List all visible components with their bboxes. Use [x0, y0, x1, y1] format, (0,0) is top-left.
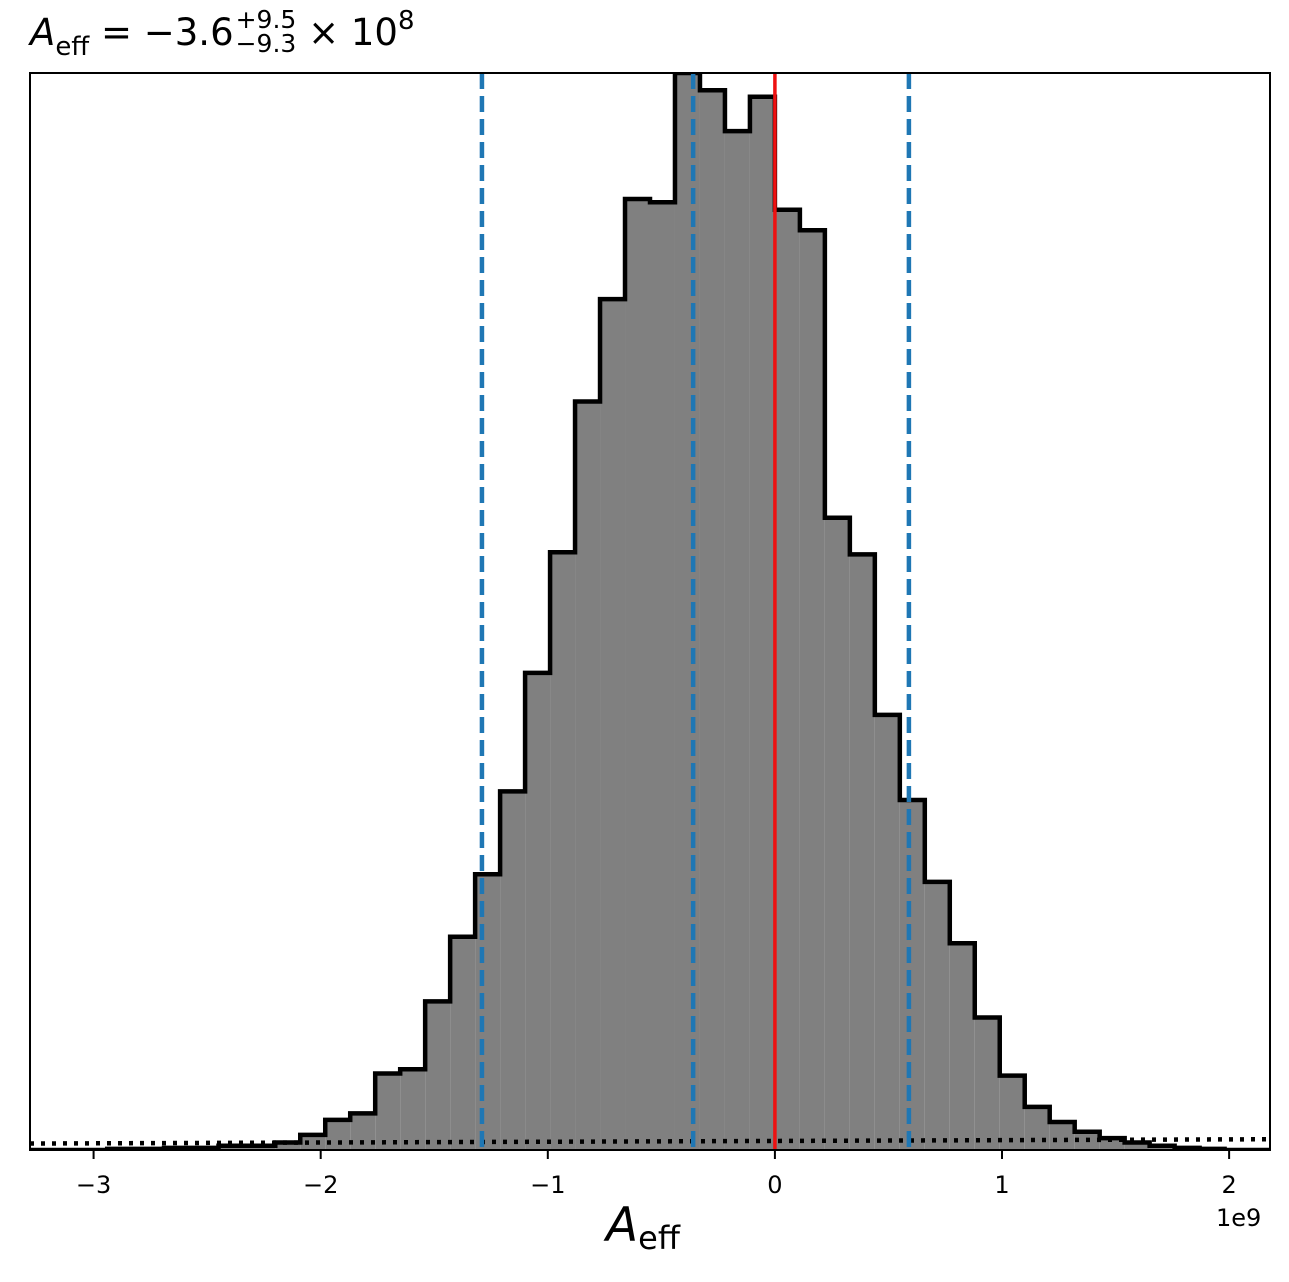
histogram-bar: [525, 672, 551, 1150]
x-axis-label: Aeff: [606, 1198, 680, 1257]
histogram-bar: [949, 943, 975, 1150]
histogram-bar: [375, 1073, 401, 1150]
histogram-bar: [824, 517, 850, 1150]
histogram-bar: [1124, 1142, 1150, 1150]
histogram-bar: [600, 299, 626, 1150]
title-power: 8: [397, 6, 415, 36]
title-times: × 10: [308, 11, 398, 54]
histogram-bar: [1099, 1138, 1125, 1150]
histogram-bar: [999, 1075, 1025, 1150]
histogram-bar: [500, 791, 526, 1150]
histogram-bar: [674, 73, 700, 1150]
histogram-bar: [849, 554, 875, 1150]
histogram-bar: [749, 96, 775, 1150]
histogram-bar: [874, 714, 900, 1150]
histogram-bar: [699, 90, 725, 1150]
histogram-bar: [400, 1069, 426, 1150]
plot-area: [30, 73, 1270, 1150]
histogram-bar: [924, 881, 950, 1150]
x-tick-label: −2: [303, 1171, 338, 1199]
histogram-outline: [30, 73, 1270, 1150]
x-tick-label: −3: [76, 1171, 111, 1199]
histogram-bar: [575, 401, 601, 1150]
x-tick-label: 0: [767, 1171, 782, 1199]
chart-title: Aeff = −3.6 +9.5 −9.3 × 108: [30, 6, 415, 64]
histogram-bar: [724, 131, 750, 1150]
x-tick-label: 1: [994, 1171, 1009, 1199]
histogram-bar: [275, 1142, 301, 1150]
x-tick-label: 2: [1221, 1171, 1236, 1199]
histogram-bar: [1049, 1121, 1075, 1150]
title-equals: = −3.6: [101, 11, 234, 54]
axes-frame: [29, 72, 1271, 1151]
histogram-bar: [799, 230, 825, 1150]
histogram-bar: [899, 799, 925, 1150]
x-axis-offset-label: 1e9: [1216, 1204, 1262, 1232]
histogram-bar: [300, 1134, 326, 1150]
title-lower-error: −9.3: [235, 28, 297, 58]
x-label-subscript: eff: [638, 1219, 680, 1257]
histogram-bar: [550, 552, 576, 1150]
histogram-bar: [425, 1001, 451, 1150]
histogram-bar: [1024, 1106, 1050, 1150]
x-tick-label: −1: [530, 1171, 565, 1199]
title-symbol: A: [30, 11, 56, 54]
histogram-bar: [774, 209, 800, 1150]
histogram-bar: [475, 874, 501, 1150]
histogram-bar: [325, 1119, 351, 1150]
histogram-bar: [650, 202, 675, 1150]
x-label-symbol: A: [606, 1198, 639, 1253]
title-subscript: eff: [55, 32, 90, 62]
histogram-bar: [450, 936, 476, 1150]
histogram-bar: [625, 199, 650, 1150]
title-errors: +9.5 −9.3: [235, 4, 297, 58]
histogram-bar: [974, 1017, 1000, 1150]
title-upper-error: +9.5: [235, 4, 297, 34]
